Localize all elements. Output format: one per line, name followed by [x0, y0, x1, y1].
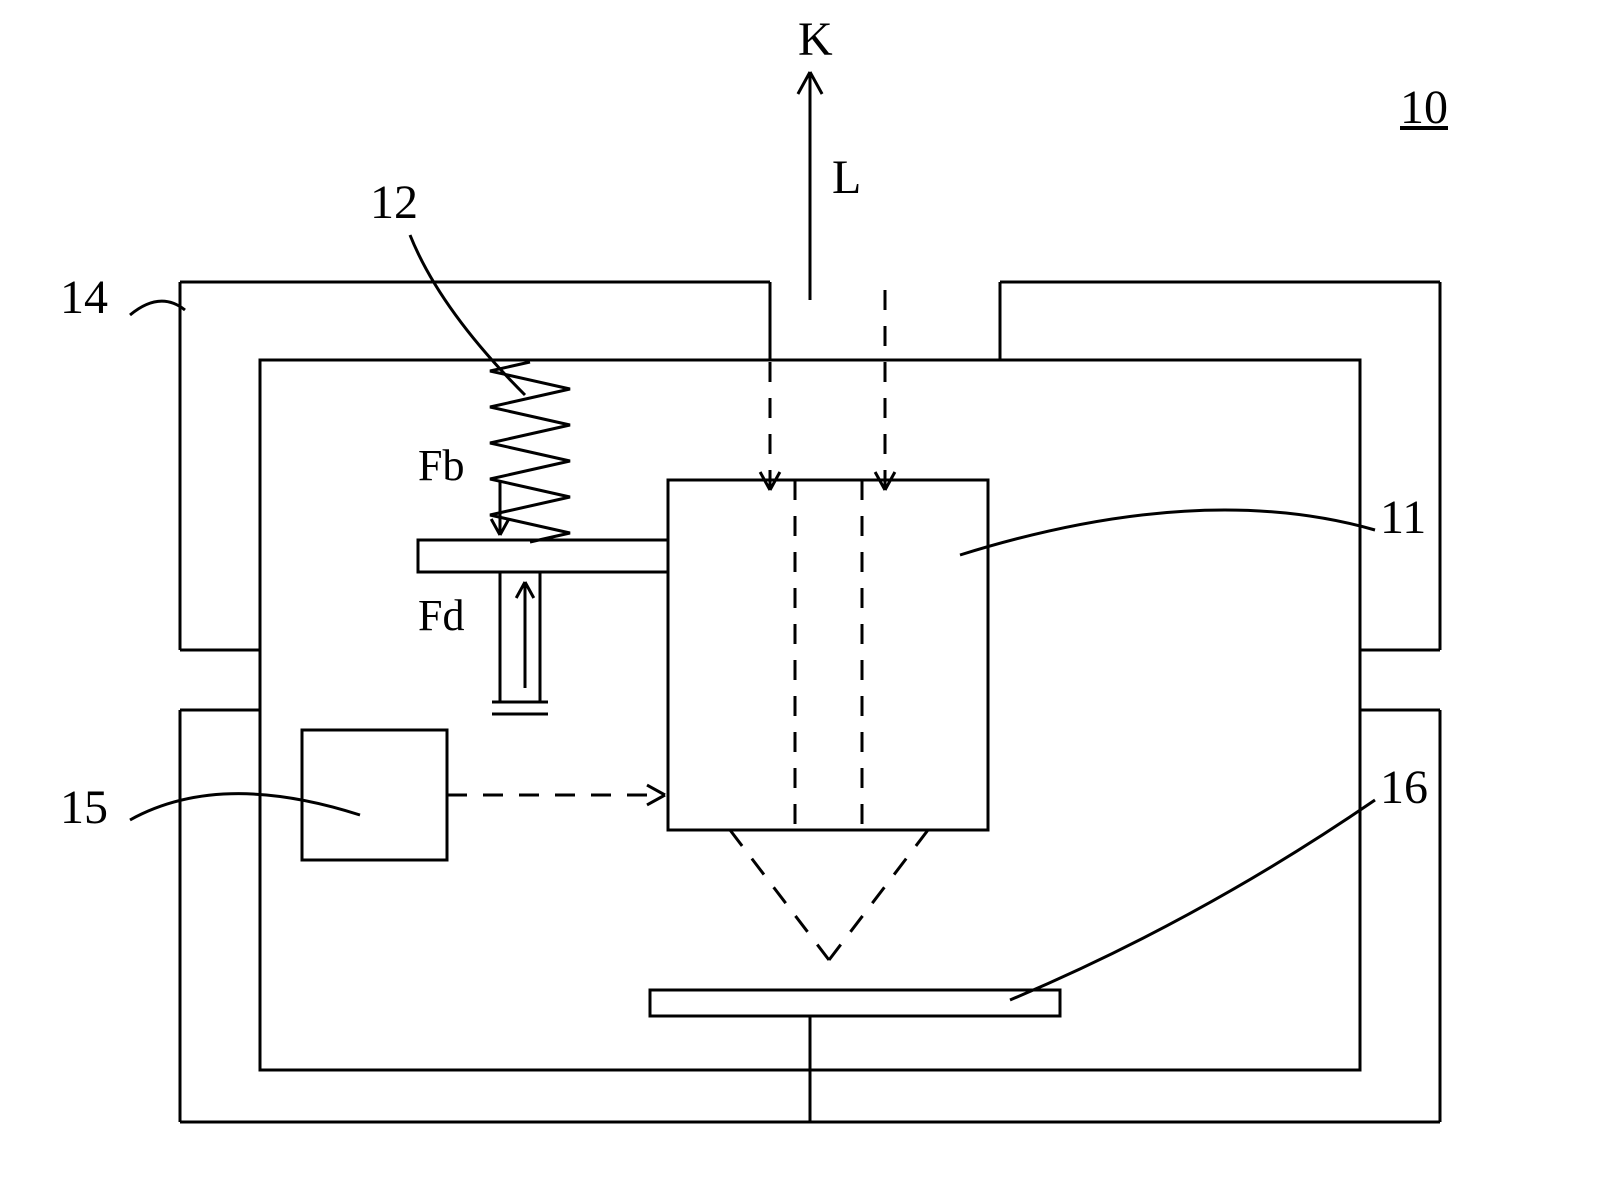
- label-Fd: Fd: [418, 590, 464, 641]
- ref-14: 14: [60, 270, 108, 325]
- diagram-container: K L 10 11 12 14 15 16 Fb Fd: [0, 0, 1623, 1196]
- ref-15: 15: [60, 780, 108, 835]
- label-K: K: [798, 12, 833, 67]
- label-L: L: [832, 150, 861, 205]
- ref-11: 11: [1380, 490, 1426, 545]
- ref-12: 12: [370, 175, 418, 230]
- diagram-svg: [0, 0, 1623, 1196]
- ref-16: 16: [1380, 760, 1428, 815]
- label-Fb: Fb: [418, 440, 464, 491]
- ref-10: 10: [1400, 80, 1448, 135]
